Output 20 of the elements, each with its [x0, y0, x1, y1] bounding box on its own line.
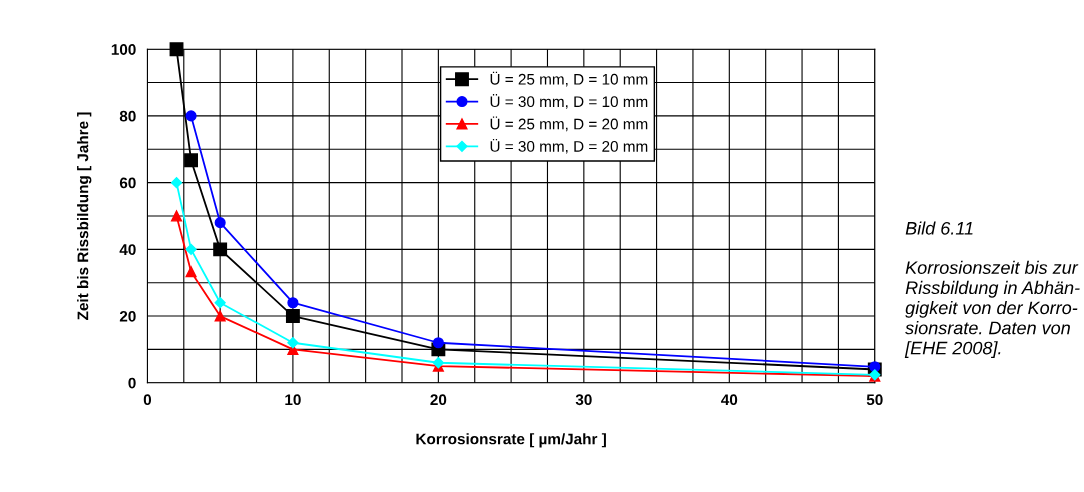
x-tick-label: 20 [430, 394, 447, 406]
x-tick-label: 50 [866, 394, 883, 406]
text: Bild 6.11 [905, 221, 973, 235]
y-tick-label: 0 [128, 377, 136, 389]
x-axis-title: Korrosionsrate [ µm/Jahr ] [416, 433, 606, 448]
legend-label: Ü = 25 mm, D = 10 mm [490, 71, 648, 87]
legend-label: Ü = 30 mm, D = 10 mm [490, 94, 648, 109]
y-tick-label: 40 [119, 244, 136, 256]
y-axis-title: Zeit bis Rissbildung [ Jahre ] [77, 112, 92, 320]
legend-label: Ü = 25 mm, D = 20 mm [490, 116, 648, 132]
legend-label: Ü = 30 mm, D = 20 mm [490, 138, 648, 154]
y-tick-label: 20 [119, 310, 136, 322]
text: Korrosionszeit bis zur Rissbildung in Abhän- gigkeit von der Korro- sionsrate. Daten von [EHE 2008]. [904, 260, 1080, 358]
y-tick-label: 80 [119, 110, 136, 122]
x-tick-label: 40 [721, 394, 738, 406]
y-tick-label: 60 [119, 177, 136, 189]
x-tick-label: 30 [575, 394, 592, 406]
x-tick-label: 10 [285, 394, 301, 406]
x-tick-label: 0 [143, 394, 152, 406]
y-tick-label: 100 [111, 44, 136, 55]
